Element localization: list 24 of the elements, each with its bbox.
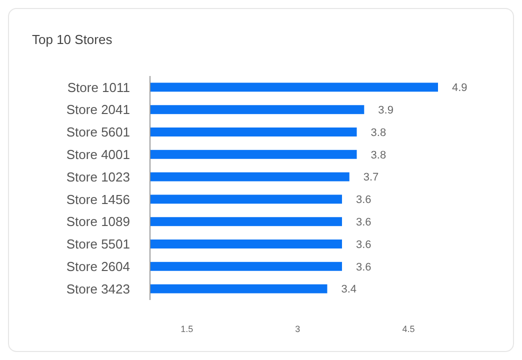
data-label: 3.6 [356, 238, 372, 251]
data-label: 3.8 [370, 149, 386, 162]
y-tick-label: Store 4001 [66, 146, 130, 162]
x-tick-label: 1.5 [180, 324, 194, 334]
data-label: 3.4 [341, 284, 357, 296]
y-tick-label: Store 2041 [66, 102, 130, 118]
data-label: 3.9 [378, 104, 394, 116]
y-tick-label: Store 2604 [66, 258, 130, 274]
y-tick-label: Store 1023 [66, 169, 130, 184]
data-label: 4.9 [452, 82, 468, 94]
x-tick-label: 4.5 [402, 324, 415, 334]
x-tick-label: 3 [295, 324, 300, 334]
chart-title: Top 10 Stores [32, 32, 113, 47]
y-tick-label: Store 5601 [66, 124, 130, 140]
y-tick-label: Store 5501 [66, 236, 130, 252]
data-label: 3.6 [356, 261, 372, 274]
data-label: 3.8 [370, 126, 386, 139]
y-tick-label: Store 1011 [67, 80, 130, 95]
data-label: 3.6 [356, 194, 372, 206]
y-tick-label: Store 3423 [66, 281, 130, 296]
y-tick-label: Store 1456 [66, 192, 130, 207]
y-tick-label: Store 1089 [66, 214, 130, 230]
data-label: 3.7 [363, 172, 379, 184]
data-label: 3.6 [356, 216, 372, 228]
